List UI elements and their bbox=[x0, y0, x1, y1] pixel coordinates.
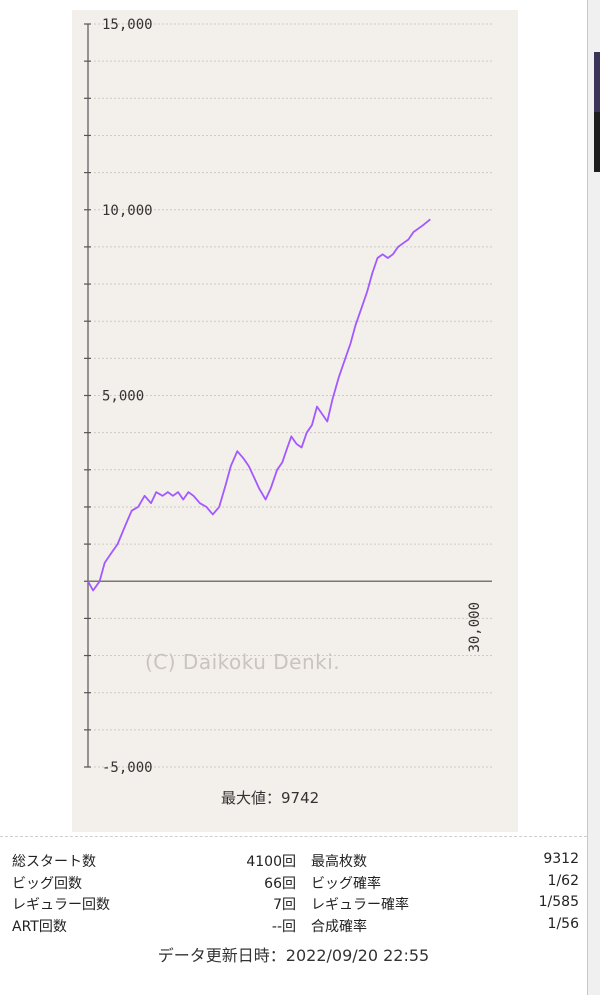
stat-row: ART回数 --回 bbox=[12, 916, 296, 938]
stat-row: レギュラー回数 7回 bbox=[12, 894, 296, 916]
stat-label: 総スタート数 bbox=[12, 854, 96, 870]
stat-label: ビッグ確率 bbox=[311, 875, 381, 892]
stat-row: ビッグ回数 66回 bbox=[12, 873, 296, 895]
stat-row: レギュラー確率 1/585 bbox=[311, 894, 579, 916]
stat-row: 総スタート数 4100回 bbox=[12, 851, 296, 873]
stat-value: 1/585 bbox=[538, 894, 579, 910]
edge-strip bbox=[594, 112, 600, 172]
stats-right-column: 最高枚数 9312 ビッグ確率 1/62 レギュラー確率 1/585 合成確率 … bbox=[311, 851, 579, 937]
stat-value: 9312 bbox=[543, 851, 579, 867]
stat-row: 合成確率 1/56 bbox=[311, 916, 579, 938]
stat-value: 1/62 bbox=[547, 872, 579, 889]
y-tick-label: 15,000 bbox=[102, 17, 153, 33]
y-tick-label: -5,000 bbox=[102, 760, 153, 776]
stat-label: レギュラー確率 bbox=[311, 897, 409, 913]
stat-row: 最高枚数 9312 bbox=[311, 851, 579, 873]
series-line bbox=[87, 218, 431, 592]
x-tick-label: 30,000 bbox=[467, 602, 483, 653]
stat-value: --回 bbox=[271, 918, 296, 935]
stat-value: 4100回 bbox=[246, 854, 296, 870]
stat-label: 最高枚数 bbox=[311, 854, 367, 870]
y-tick-label: 10,000 bbox=[102, 203, 153, 219]
chart-panel: 15,000 10,000 5,000 -5,000 30,000 (C) Daikok… bbox=[72, 10, 518, 832]
edge-rule bbox=[587, 0, 588, 995]
stat-label: ART回数 bbox=[12, 918, 67, 935]
stats-left-column: 総スタート数 4100回 ビッグ回数 66回 レギュラー回数 7回 ART回数 … bbox=[12, 851, 296, 937]
slot-graph: 15,000 10,000 5,000 -5,000 30,000 bbox=[84, 17, 492, 776]
watermark: (C) Daikoku Denki. bbox=[145, 650, 341, 674]
stat-label: ビッグ回数 bbox=[12, 875, 82, 892]
stat-value: 66回 bbox=[264, 875, 296, 892]
stat-value: 7回 bbox=[273, 897, 296, 913]
stat-label: 合成確率 bbox=[311, 918, 367, 935]
right-edge-decoration bbox=[587, 0, 600, 995]
y-tick-label: 5,000 bbox=[102, 389, 144, 405]
stat-row: ビッグ確率 1/62 bbox=[311, 873, 579, 895]
stat-label: レギュラー回数 bbox=[12, 897, 110, 913]
separator bbox=[0, 836, 587, 837]
stat-value: 1/56 bbox=[547, 915, 579, 932]
max-value-label: 最大値：9742 bbox=[221, 789, 320, 807]
edge-strip bbox=[594, 52, 600, 112]
data-updated-timestamp: データ更新日時：2022/09/20 22:55 bbox=[157, 946, 430, 965]
